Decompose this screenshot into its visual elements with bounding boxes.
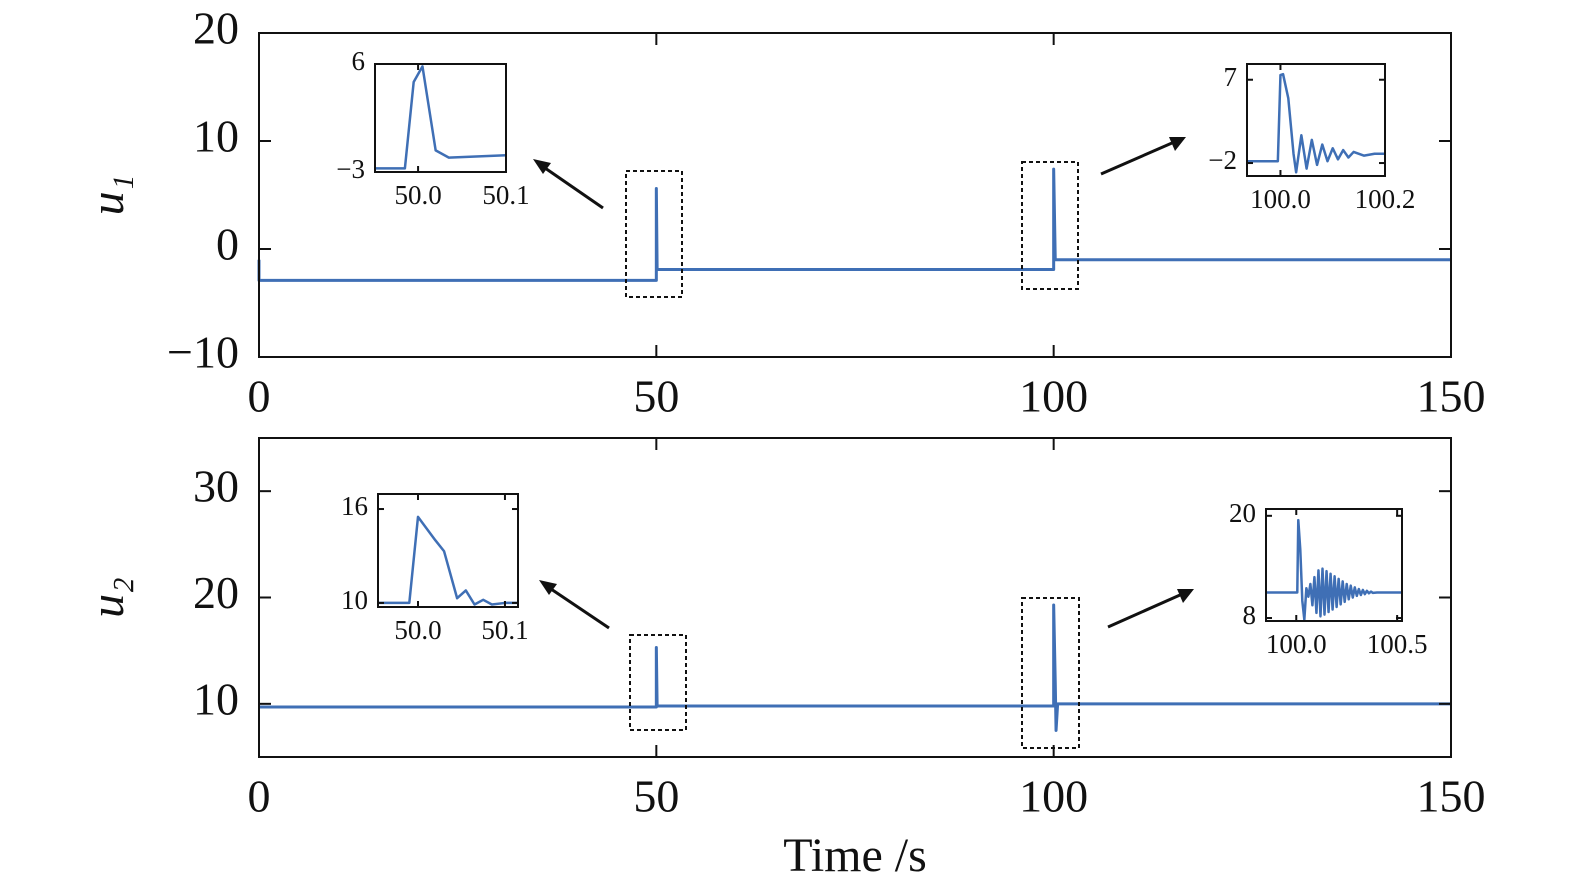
data-line <box>1266 518 1402 621</box>
plot-frame <box>1265 508 1403 622</box>
arrow <box>550 587 610 630</box>
y-tick-label: 6 <box>352 46 366 76</box>
arrow-head <box>1169 137 1186 151</box>
y-tick-label: 10 <box>193 111 239 162</box>
x-tick-label: 50.0 <box>394 180 441 210</box>
y-tick-label: −2 <box>1208 145 1237 175</box>
x-tick-label: 50 <box>633 370 679 421</box>
x-tick-label: 50.0 <box>394 615 441 645</box>
y-tick-label: 10 <box>341 585 368 615</box>
x-tick-label: 100.0 <box>1250 184 1311 214</box>
zoom-box <box>625 170 683 298</box>
plot-background <box>378 494 518 607</box>
zoom-box <box>1021 597 1080 749</box>
y-tick-label: 16 <box>341 491 368 521</box>
plot-frame <box>258 32 1452 358</box>
x-tick-label: 100.5 <box>1367 629 1428 659</box>
x-tick-label: 50 <box>633 770 679 821</box>
arrow-head <box>539 580 557 595</box>
y-tick-label: −3 <box>336 154 365 184</box>
x-axis-label: Time /s <box>783 829 927 882</box>
arrow <box>544 166 604 210</box>
x-tick-label: 50.1 <box>481 615 528 645</box>
data-line <box>259 603 1451 732</box>
x-tick-label: 150 <box>1417 770 1486 821</box>
data-line <box>257 167 1451 282</box>
zoom-box <box>1021 161 1079 290</box>
y-axis-label: u₂ <box>81 577 134 618</box>
plot-frame <box>377 493 519 608</box>
y-tick-label: 7 <box>1224 62 1238 92</box>
data-line <box>374 65 507 170</box>
zoom-markers <box>533 137 1194 749</box>
x-tick-label: 0 <box>248 770 271 821</box>
y-tick-label: 8 <box>1243 600 1257 630</box>
zoom-box <box>629 634 687 731</box>
arrow <box>1100 141 1173 176</box>
data-line <box>1247 72 1385 174</box>
plot-frame <box>374 63 507 173</box>
x-tick-label: 50.1 <box>482 180 529 210</box>
x-tick-label: 100 <box>1019 770 1088 821</box>
data-line <box>378 515 518 606</box>
y-tick-label: 30 <box>193 461 239 512</box>
y-axis-label: u₁ <box>81 175 134 216</box>
x-tick-label: 0 <box>248 370 271 421</box>
y-tick-label: 10 <box>193 673 239 724</box>
y-tick-label: −10 <box>167 327 239 378</box>
x-tick-label: 150 <box>1417 370 1486 421</box>
y-tick-label: 20 <box>193 3 239 54</box>
x-tick-label: 100 <box>1019 370 1088 421</box>
x-tick-label: 100.0 <box>1266 629 1327 659</box>
x-tick-label: 100.2 <box>1355 184 1416 214</box>
y-tick-label: 0 <box>216 219 239 270</box>
arrow-head <box>533 159 551 174</box>
arrow <box>1107 593 1181 629</box>
y-tick-label: 20 <box>1229 498 1256 528</box>
plot-frame <box>1246 63 1386 177</box>
y-tick-label: 20 <box>193 567 239 618</box>
arrow-head <box>1177 589 1194 603</box>
